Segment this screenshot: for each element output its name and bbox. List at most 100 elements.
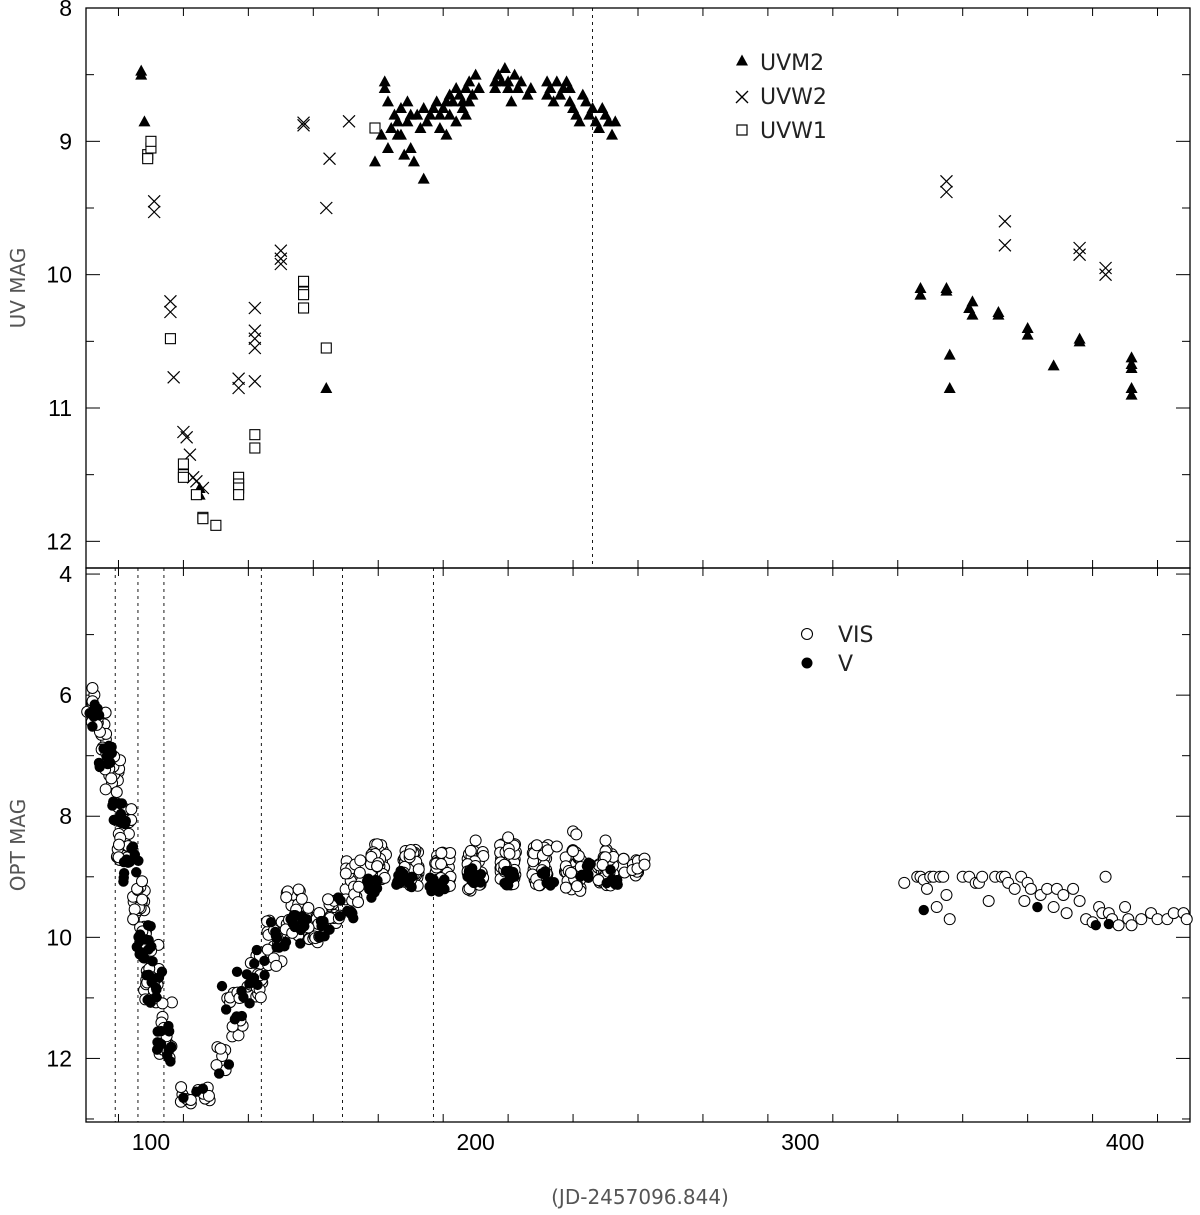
uv-point-uvm2 — [378, 82, 391, 93]
opt-point-v — [370, 874, 381, 886]
uv-point-uvm2 — [606, 128, 619, 140]
uv-point-uvm2 — [391, 115, 404, 127]
uv-point-uvm2 — [1021, 322, 1034, 333]
opt-point-v — [361, 875, 373, 887]
opt-point-v — [259, 970, 270, 981]
uv-point-uvw1 — [177, 458, 189, 470]
opt-point-vis — [565, 866, 578, 879]
uv-point-uvw1 — [145, 135, 157, 147]
opt-point-v — [583, 872, 594, 884]
legend-marker-uvm2 — [736, 54, 748, 66]
opt-point-vis — [254, 991, 267, 1004]
uv-panel: 8 9 10 11 12 UV MAG UVM2 UVW2 UVW1 — [6, 0, 1191, 569]
uv-point-uvw1 — [298, 302, 310, 314]
opt-point-vis — [559, 881, 572, 894]
uv-data-points — [135, 62, 1138, 531]
uv-point-uvm2 — [521, 88, 534, 100]
uv-point-uvm2 — [573, 115, 586, 127]
opt-point-vis — [302, 901, 315, 914]
opt-point-vis — [352, 896, 365, 909]
opt-point-v — [324, 924, 335, 935]
uv-y-tick-label: 10 — [46, 262, 72, 288]
opt-point-v — [178, 1092, 189, 1103]
opt-point-v — [334, 910, 346, 922]
opt-point-v — [1103, 918, 1115, 930]
opt-point-vis — [530, 839, 543, 852]
uv-point-uvm2 — [966, 295, 979, 307]
uv-point-uvm2 — [505, 95, 518, 107]
uv-point-uvm2 — [1021, 328, 1034, 340]
opt-point-v — [93, 757, 105, 769]
opt-point-v — [143, 969, 155, 981]
uv-point-uvm2 — [943, 382, 956, 393]
opt-point-v — [335, 895, 346, 906]
uv-point-uvm2 — [544, 82, 557, 93]
opt-point-v — [581, 860, 593, 872]
opt-y-tick-label: 4 — [59, 561, 72, 587]
uv-point-uvm2 — [1073, 332, 1086, 344]
legend-label-v: V — [838, 652, 853, 677]
uv-point-uvw2 — [319, 201, 333, 215]
opt-point-v — [502, 879, 514, 891]
opt-point-vis — [943, 913, 956, 926]
opt-point-v — [424, 872, 436, 883]
opt-point-vis — [502, 831, 515, 844]
uv-point-uvw1 — [190, 489, 202, 501]
opt-point-v — [295, 938, 306, 949]
uv-point-uvm2 — [427, 102, 440, 113]
uv-point-uvm2 — [1125, 362, 1138, 373]
uv-point-uvw2 — [297, 116, 310, 130]
opt-point-vis — [136, 875, 149, 888]
opt-point-v — [236, 1010, 248, 1022]
uv-point-uvm2 — [463, 75, 476, 87]
x-axis-title: (JD-2457096.844) — [551, 1185, 729, 1209]
uv-point-uvm2 — [381, 95, 394, 107]
opt-point-v — [366, 892, 377, 903]
uv-point-uvm2 — [541, 88, 554, 100]
uv-point-uvm2 — [515, 75, 528, 87]
uv-point-uvw1 — [320, 342, 332, 354]
opt-point-v — [106, 741, 117, 753]
opt-point-vis — [1099, 870, 1112, 883]
uv-point-uvw2 — [163, 305, 177, 319]
opt-point-v — [152, 1026, 163, 1037]
uv-point-uvm2 — [407, 155, 420, 167]
opt-point-v — [463, 866, 475, 878]
uv-point-uvm2 — [554, 88, 567, 100]
uv-point-uvm2 — [1125, 382, 1138, 393]
opt-point-v — [398, 868, 409, 879]
opt-point-vis — [930, 901, 943, 914]
optical-reference-lines — [114, 568, 434, 1122]
opt-point-v — [285, 913, 296, 925]
opt-point-vis — [128, 903, 141, 916]
opt-point-vis — [435, 858, 448, 871]
uv-y-axis-title: UV MAG — [6, 248, 30, 329]
uv-point-uvm2 — [943, 348, 956, 360]
uv-legend: UVM2 UVW2 UVW1 — [735, 51, 827, 144]
opt-point-vis — [202, 1089, 215, 1102]
uv-point-uvm2 — [489, 82, 502, 93]
uv-y-tick-label: 9 — [59, 128, 72, 154]
opt-point-vis — [1008, 882, 1021, 895]
uv-panel-frame — [85, 7, 1191, 569]
opt-point-v — [426, 886, 437, 897]
uv-point-uvm2 — [381, 142, 394, 153]
uv-y-tick-label: 8 — [59, 0, 72, 21]
uv-point-uvm2 — [502, 75, 515, 87]
opt-point-vis — [125, 803, 138, 816]
uv-point-uvm2 — [550, 75, 563, 87]
opt-point-v — [220, 1004, 232, 1015]
opt-point-vis — [353, 866, 366, 879]
opt-point-v — [611, 874, 623, 886]
uv-point-uvm2 — [394, 128, 407, 140]
optical-axis-ticks: 4 6 8 10 12 100 200 300 400 — [46, 561, 1190, 1155]
opt-point-vis — [898, 876, 911, 889]
legend-label-uvm2: UVM2 — [760, 51, 824, 76]
uv-point-uvm2 — [138, 115, 151, 127]
uv-point-uvw2 — [323, 152, 336, 166]
uv-point-uvw1 — [249, 442, 261, 454]
uv-point-uvw2 — [147, 205, 161, 219]
opt-point-vis — [339, 867, 352, 880]
uv-point-uvw2 — [1073, 248, 1087, 262]
uv-point-uvw1 — [233, 489, 245, 501]
